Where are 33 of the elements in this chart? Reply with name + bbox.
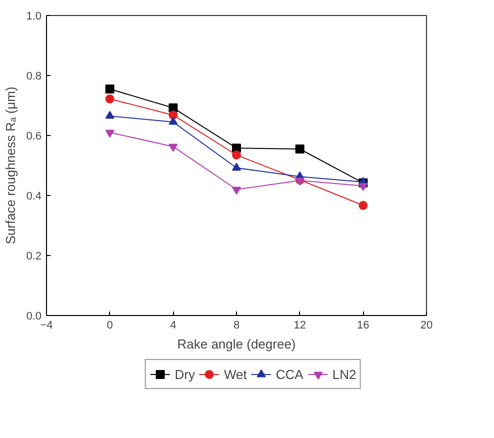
point — [105, 130, 114, 138]
point — [295, 178, 304, 186]
point — [358, 200, 368, 210]
x-tick-label: 12 — [294, 320, 306, 332]
point — [105, 84, 114, 94]
x-tick-label: 8 — [233, 320, 240, 332]
x-tick-label: 20 — [420, 320, 433, 332]
legend-label: CCA — [276, 366, 304, 382]
point — [295, 144, 304, 154]
y-tick-label: 0.0 — [26, 310, 42, 322]
y-axis-title: Surface roughness Rₐ (μm) — [3, 86, 18, 244]
x-tick-label: 16 — [357, 320, 370, 332]
legend-label: LN2 — [332, 366, 356, 382]
point — [168, 116, 178, 125]
point — [168, 110, 178, 120]
x-axis-title: Rake angle (degree) — [177, 336, 296, 352]
x-tick-label: 4 — [170, 320, 176, 332]
point — [232, 150, 241, 160]
point — [232, 186, 241, 195]
y-tick-label: 0.4 — [26, 190, 42, 202]
legend-label: Wet — [224, 366, 247, 382]
x-tick-label: 0 — [106, 320, 113, 332]
y-tick-label: 1.0 — [26, 10, 42, 22]
point — [232, 162, 241, 171]
legend-label: Dry — [174, 366, 196, 382]
point — [105, 110, 114, 119]
y-tick-label: 0.8 — [26, 70, 42, 82]
x-tick-label: −4 — [40, 320, 53, 332]
point — [168, 144, 178, 152]
y-tick-label: 0.6 — [26, 130, 42, 142]
y-tick-label: 0.2 — [26, 250, 42, 262]
point — [358, 183, 368, 192]
point — [105, 94, 114, 104]
